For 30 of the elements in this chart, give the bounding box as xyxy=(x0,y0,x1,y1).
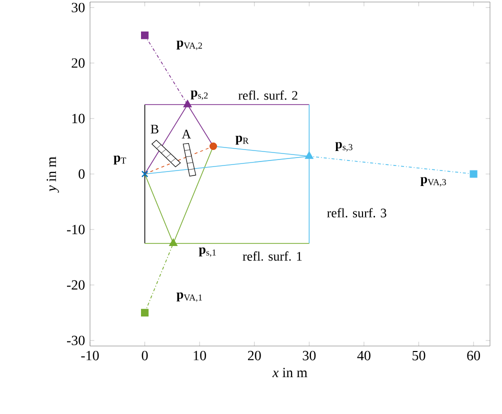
annotation: p$_{s,1}$ xyxy=(198,247,216,257)
annotation: p$_{T}$ xyxy=(114,156,126,165)
annotation: A xyxy=(182,130,192,138)
x-tick-label: 50 xyxy=(412,350,426,360)
x-tick-label: -10 xyxy=(81,350,99,360)
y-tick-label: -30 xyxy=(66,336,85,346)
y-axis-title: y in m xyxy=(46,156,59,193)
y-tick-label: 20 xyxy=(72,58,85,68)
annotation: refl. surf. 1 xyxy=(242,251,302,261)
x-tick-label: 10 xyxy=(194,350,206,360)
x-tick-label: 20 xyxy=(248,350,261,360)
annotation: refl. surf. 3 xyxy=(327,208,386,218)
y-tick-label: -20 xyxy=(66,280,85,290)
x-tick-label: 60 xyxy=(467,350,480,360)
x-tick-label: 0 xyxy=(142,350,148,360)
annotation: p$_{VA,2}$ xyxy=(176,40,202,50)
x-axis-title: x in m xyxy=(272,368,308,378)
x-tick-label: 30 xyxy=(302,350,316,360)
y-tick-label: -10 xyxy=(66,224,85,234)
annotation: refl. surf. 2 xyxy=(238,90,298,100)
y-tick-label: 10 xyxy=(72,114,85,124)
annotation: p$_{s,3}$ xyxy=(335,142,352,152)
annotation: p$_{VA,1}$ xyxy=(176,292,202,302)
annotation: p$_{s,2}$ xyxy=(190,90,208,100)
annotation: p$_{R}$ xyxy=(236,136,249,145)
y-tick-label: 0 xyxy=(78,169,85,179)
y-tick-label: 30 xyxy=(72,2,85,12)
annotation: p$_{VA,3}$ xyxy=(420,177,446,187)
x-tick-label: 40 xyxy=(357,350,370,360)
annotation: B xyxy=(150,124,158,134)
